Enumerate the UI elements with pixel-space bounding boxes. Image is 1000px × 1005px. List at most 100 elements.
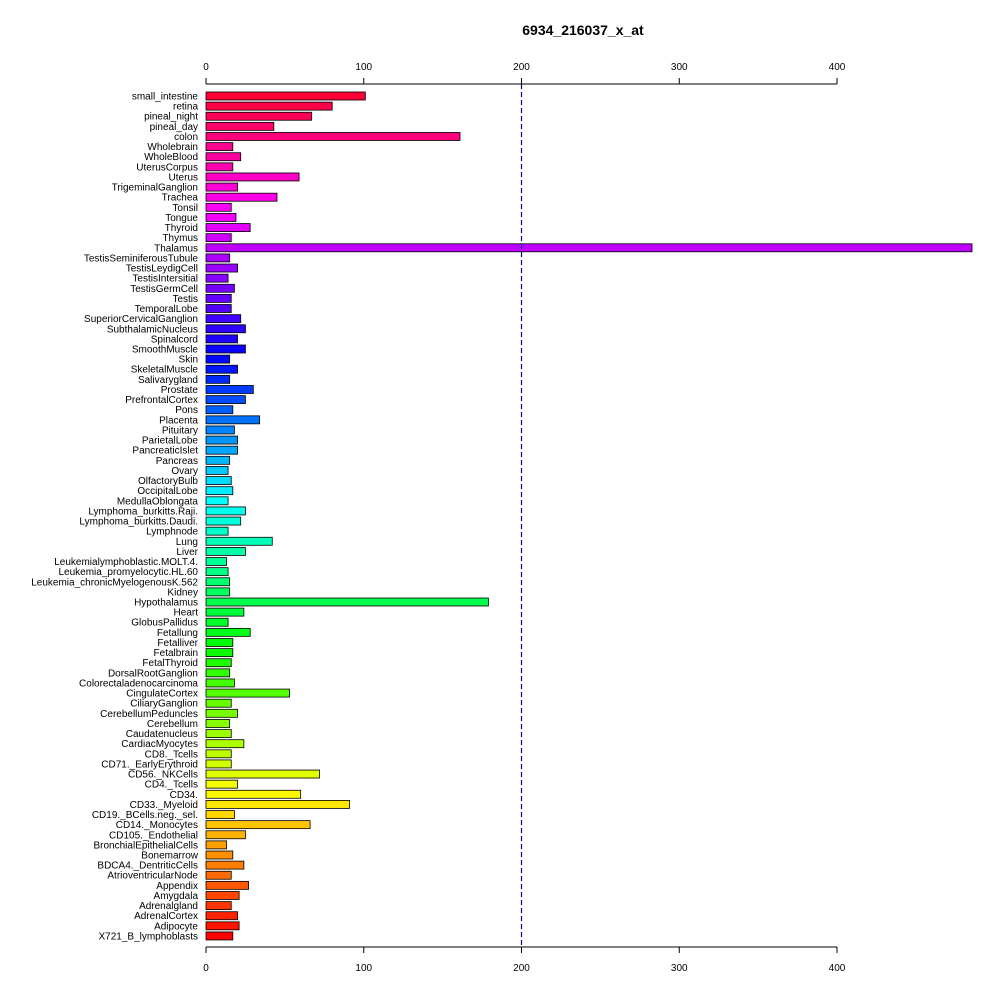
bar	[205, 182, 238, 192]
category-label: TestisIntersitial	[132, 274, 198, 285]
category-label: Fetalbrain	[154, 648, 198, 659]
bar	[205, 455, 231, 465]
bar	[205, 729, 232, 738]
category-label: TestisLeydigCell	[126, 264, 198, 275]
bar	[205, 425, 235, 435]
category-label: PrefrontalCortex	[125, 395, 198, 406]
bar	[205, 526, 229, 536]
bar	[205, 395, 246, 405]
category-label: CD34.	[170, 790, 198, 801]
bar	[205, 840, 227, 850]
bar	[205, 496, 229, 506]
category-label: CD14._Monocytes	[116, 820, 198, 831]
bar	[205, 405, 234, 415]
bar	[205, 192, 278, 202]
top-tick-label: 300	[671, 62, 688, 73]
top-axis: 0 100 200 300 400	[203, 62, 846, 85]
category-label: OlfactoryBulb	[138, 476, 198, 487]
bar	[205, 213, 237, 222]
bar	[205, 678, 235, 688]
bar	[205, 253, 231, 263]
bar	[205, 830, 246, 840]
category-label: SubthalamicNucleus	[107, 324, 198, 335]
bar	[205, 688, 291, 698]
category-label: pineal_night	[144, 112, 198, 123]
category-label: Thalamus	[154, 243, 198, 254]
bar	[205, 557, 227, 566]
bar	[205, 304, 232, 313]
category-label: Hypothalamus	[134, 598, 198, 609]
bar	[205, 769, 320, 779]
category-label: Kidney	[167, 587, 198, 598]
category-label: BronchialEpithelialCells	[94, 840, 199, 851]
category-label: Pancreas	[156, 456, 198, 467]
bar	[205, 779, 238, 789]
bar	[205, 132, 461, 141]
bar	[205, 415, 261, 425]
category-label: CardiacMyocytes	[121, 739, 198, 750]
category-label: X721_B_lymphoblasts	[98, 931, 198, 942]
category-label: CD71._EarlyErythroid	[101, 759, 198, 770]
category-label: Uterus	[169, 172, 198, 183]
category-labels: small_intestineretinapineal_nightpineal_…	[31, 92, 199, 943]
top-tick-label: 400	[829, 62, 846, 73]
bar	[205, 880, 249, 890]
category-label: CD105._Endothelial	[109, 830, 198, 841]
category-label: AdrenalCortex	[134, 911, 198, 922]
bar	[205, 668, 231, 678]
bar	[205, 91, 366, 101]
category-label: SuperiorCervicalGanglion	[84, 314, 198, 325]
bar	[205, 820, 311, 830]
bar	[205, 901, 232, 910]
category-label: Appendix	[156, 881, 198, 892]
bar	[205, 567, 229, 577]
bar	[205, 800, 350, 809]
category-label: Heart	[174, 608, 199, 619]
bar	[205, 547, 246, 556]
category-label: Adrenalgland	[139, 901, 198, 912]
bar	[205, 850, 234, 860]
bar	[205, 860, 245, 870]
bar	[205, 789, 302, 799]
category-label: Trachea	[162, 193, 199, 204]
bottom-axis: 0 100 200 300 400	[203, 946, 846, 974]
category-label: CingulateCortex	[126, 689, 198, 700]
category-label: colon	[174, 132, 198, 143]
bars-group	[205, 91, 973, 941]
category-label: Colorectaladenocarcinoma	[79, 678, 198, 689]
bar	[205, 142, 234, 152]
bottom-tick-label: 300	[671, 963, 688, 974]
bar	[205, 466, 229, 475]
category-label: Adipocyte	[154, 921, 198, 932]
bar	[205, 324, 246, 334]
category-label: Salivarygland	[138, 375, 198, 386]
top-tick-label: 0	[203, 62, 209, 73]
bar	[205, 202, 232, 212]
bar	[205, 587, 231, 597]
category-label: ParietalLobe	[142, 436, 199, 447]
bar	[205, 435, 238, 445]
category-label: Tonsil	[172, 203, 198, 214]
bar	[205, 536, 273, 546]
category-label: Thyroid	[165, 223, 198, 234]
bar	[205, 627, 251, 637]
chart-title: 6934_216037_x_at	[522, 22, 644, 38]
bar	[205, 162, 234, 172]
bar	[205, 708, 238, 718]
category-label: Placenta	[159, 415, 198, 426]
bar	[205, 111, 313, 121]
category-label: WholeBlood	[144, 152, 198, 163]
category-label: Leukemia_chronicMyelogenousK.562	[31, 577, 198, 588]
bar	[205, 516, 242, 526]
category-label: Caudatenucleus	[126, 729, 198, 740]
bottom-tick-label: 200	[513, 963, 530, 974]
category-label: FetalThyroid	[142, 658, 198, 669]
category-label: Lung	[176, 537, 198, 548]
bar	[205, 749, 232, 759]
category-label: MedullaOblongata	[117, 496, 199, 507]
bar	[205, 121, 275, 131]
category-label: Testis	[172, 294, 198, 305]
category-label: Prostate	[161, 385, 199, 396]
category-label: Bonemarrow	[141, 851, 198, 862]
